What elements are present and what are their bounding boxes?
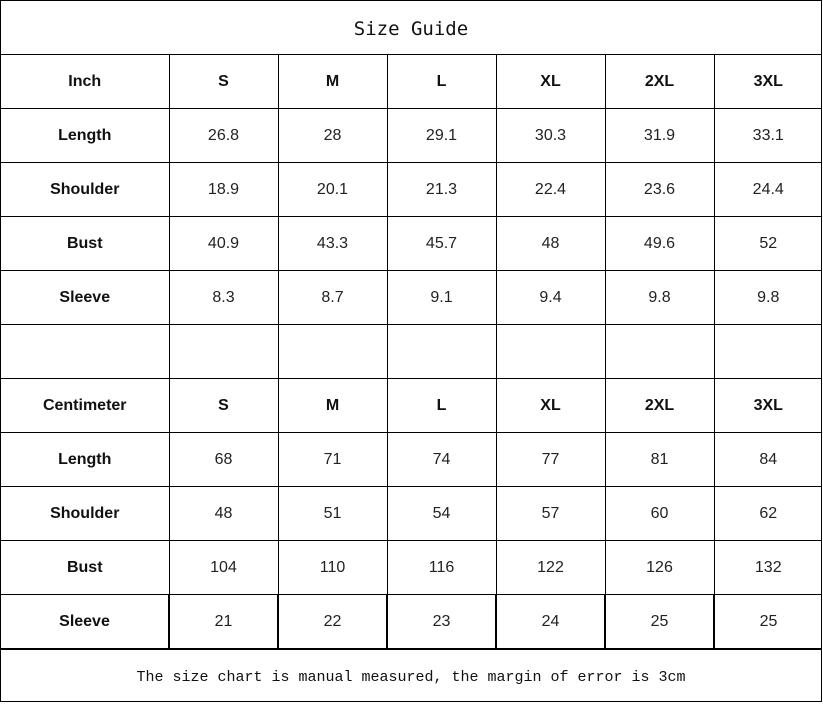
measurement-value: 48	[168, 486, 279, 541]
measurement-value: 21.3	[386, 162, 497, 217]
measurement-value: 110	[277, 540, 388, 595]
unit-header: Centimeter	[1, 378, 170, 433]
measurement-value: 25	[604, 594, 715, 649]
empty-cell	[495, 324, 606, 379]
footer-note: The size chart is manual measured, the m…	[1, 649, 821, 702]
measurement-value: 9.8	[604, 270, 715, 325]
size-header: 2XL	[604, 55, 715, 109]
size-header: XL	[495, 55, 606, 109]
empty-cell	[604, 324, 715, 379]
table-row: Shoulder 48 51 54 57 60 62	[1, 486, 822, 541]
size-header: XL	[495, 378, 606, 433]
size-header: S	[168, 55, 279, 109]
measurement-label: Sleeve	[1, 594, 170, 649]
table-row: Length 68 71 74 77 81 84	[1, 432, 822, 487]
measurement-value: 43.3	[277, 216, 388, 271]
measurement-value: 77	[495, 432, 606, 487]
size-header: 3XL	[713, 378, 822, 433]
measurement-value: 104	[168, 540, 279, 595]
table-row: Length 26.8 28 29.1 30.3 31.9 33.1	[1, 108, 822, 163]
measurement-value: 9.8	[713, 270, 822, 325]
spacer-row	[1, 324, 822, 379]
measurement-label: Length	[1, 432, 170, 487]
header-row: Centimeter S M L XL 2XL 3XL	[1, 378, 822, 433]
measurement-value: 57	[495, 486, 606, 541]
measurement-label: Bust	[1, 216, 170, 271]
measurement-value: 74	[386, 432, 497, 487]
measurement-value: 29.1	[386, 108, 497, 163]
size-header: S	[168, 378, 279, 433]
measurement-value: 8.3	[168, 270, 279, 325]
measurement-value: 116	[386, 540, 497, 595]
measurement-value: 25	[713, 594, 822, 649]
measurement-value: 22.4	[495, 162, 606, 217]
table-row: Bust 40.9 43.3 45.7 48 49.6 52	[1, 216, 822, 271]
measurement-value: 24	[495, 594, 606, 649]
empty-cell	[386, 324, 497, 379]
measurement-value: 132	[713, 540, 822, 595]
size-header: M	[277, 378, 388, 433]
measurement-value: 9.1	[386, 270, 497, 325]
measurement-value: 54	[386, 486, 497, 541]
table-row: Sleeve 8.3 8.7 9.1 9.4 9.8 9.8	[1, 270, 822, 325]
measurement-value: 33.1	[713, 108, 822, 163]
measurement-value: 40.9	[168, 216, 279, 271]
measurement-value: 28	[277, 108, 388, 163]
empty-cell	[713, 324, 822, 379]
measurement-value: 84	[713, 432, 822, 487]
measurement-label: Shoulder	[1, 162, 170, 217]
measurement-value: 23	[386, 594, 497, 649]
size-header: M	[277, 55, 388, 109]
measurement-value: 26.8	[168, 108, 279, 163]
unit-header: Inch	[1, 55, 170, 109]
measurement-value: 31.9	[604, 108, 715, 163]
page-title: Size Guide	[1, 1, 821, 55]
size-header: L	[386, 378, 497, 433]
table-row: Sleeve 21 22 23 24 25 25	[1, 594, 822, 649]
measurement-value: 45.7	[386, 216, 497, 271]
measurement-value: 21	[168, 594, 279, 649]
measurement-value: 48	[495, 216, 606, 271]
measurement-value: 62	[713, 486, 822, 541]
measurement-label: Bust	[1, 540, 170, 595]
measurement-value: 60	[604, 486, 715, 541]
measurement-value: 24.4	[713, 162, 822, 217]
measurement-value: 68	[168, 432, 279, 487]
table-row: Shoulder 18.9 20.1 21.3 22.4 23.6 24.4	[1, 162, 822, 217]
measurement-value: 122	[495, 540, 606, 595]
measurement-value: 52	[713, 216, 822, 271]
measurement-value: 51	[277, 486, 388, 541]
measurement-value: 126	[604, 540, 715, 595]
measurement-value: 30.3	[495, 108, 606, 163]
size-header: 2XL	[604, 378, 715, 433]
measurement-value: 20.1	[277, 162, 388, 217]
measurement-value: 81	[604, 432, 715, 487]
measurement-value: 8.7	[277, 270, 388, 325]
measurement-value: 22	[277, 594, 388, 649]
measurement-value: 18.9	[168, 162, 279, 217]
measurement-label: Shoulder	[1, 486, 170, 541]
measurement-value: 49.6	[604, 216, 715, 271]
measurement-label: Length	[1, 108, 170, 163]
table-row: Bust 104 110 116 122 126 132	[1, 540, 822, 595]
header-row: Inch S M L XL 2XL 3XL	[1, 55, 822, 109]
size-header: L	[386, 55, 497, 109]
measurement-value: 23.6	[604, 162, 715, 217]
measurement-label: Sleeve	[1, 270, 170, 325]
empty-cell	[277, 324, 388, 379]
empty-cell	[1, 324, 170, 379]
empty-cell	[168, 324, 279, 379]
size-table: Inch S M L XL 2XL 3XL Length 26.8 28 29.1 30.3 31.9 3…	[1, 55, 822, 649]
measurement-value: 71	[277, 432, 388, 487]
size-header: 3XL	[713, 55, 822, 109]
measurement-value: 9.4	[495, 270, 606, 325]
